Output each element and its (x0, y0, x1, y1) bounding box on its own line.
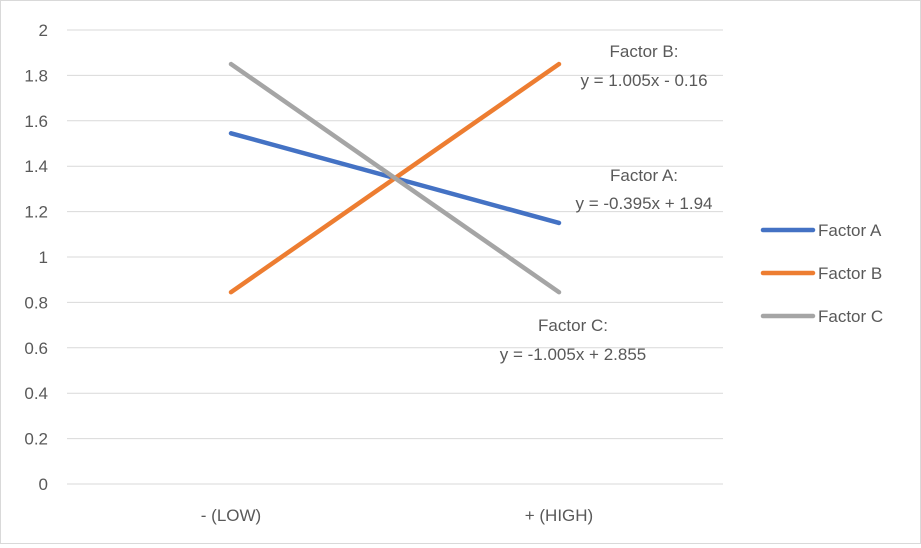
gridlines (67, 29, 723, 485)
trendline-label-equation: y = 1.005x - 0.16 (580, 71, 707, 90)
series-line-factor-c (228, 61, 562, 295)
legend-entry: Factor A (760, 221, 882, 240)
trendline-label-factor-b: Factor B: y = 1.005x - 0.16 (580, 42, 707, 90)
trendline-equations: Factor B: y = 1.005x - 0.16 Factor A: y = -… (500, 42, 713, 364)
y-tick-label: 2 (39, 21, 48, 40)
legend-entry: Factor B (760, 264, 882, 283)
legend-label: Factor B (818, 264, 882, 283)
trendline-label-equation: y = -0.395x + 1.94 (575, 194, 712, 213)
trendline-label-title: Factor A: (610, 166, 678, 185)
x-axis-tick-labels: - (LOW) + (HIGH) (201, 506, 593, 525)
x-tick-label: + (HIGH) (525, 506, 593, 525)
x-tick-label: - (LOW) (201, 506, 261, 525)
trendline-label-factor-a: Factor A: y = -0.395x + 1.94 (575, 166, 712, 213)
y-tick-label: 1.6 (24, 112, 48, 131)
trendline-label-factor-c: Factor C: y = -1.005x + 2.855 (500, 316, 647, 364)
y-tick-label: 1.8 (24, 66, 48, 85)
series-lines (228, 61, 562, 295)
y-tick-label: 1.4 (24, 157, 48, 176)
y-tick-label: 0 (39, 475, 48, 494)
y-tick-label: 0.4 (24, 384, 48, 403)
y-tick-label: 1 (39, 248, 48, 267)
trendline-label-title: Factor B: (610, 42, 679, 61)
y-axis-tick-labels: 0 0.2 0.4 0.6 0.8 1 1.2 1.4 1.6 1.8 2 (24, 21, 48, 494)
legend-entry: Factor C (760, 307, 883, 326)
legend: Factor A Factor B Factor C (760, 221, 883, 326)
trendline-label-title: Factor C: (538, 316, 608, 335)
y-tick-label: 1.2 (24, 203, 48, 222)
trendline-label-equation: y = -1.005x + 2.855 (500, 345, 647, 364)
legend-label: Factor C (818, 307, 883, 326)
legend-label: Factor A (818, 221, 882, 240)
y-tick-label: 0.2 (24, 430, 48, 449)
y-tick-label: 0.6 (24, 339, 48, 358)
y-tick-label: 0.8 (24, 293, 48, 312)
